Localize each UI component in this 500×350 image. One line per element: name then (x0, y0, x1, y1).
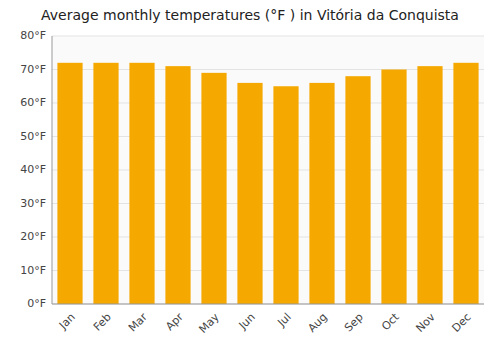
plot-background (52, 36, 484, 304)
chart-svg: 0°F 10°F 20°F 30°F 40°F 50°F 60°F 70°F 80°F Jan Fe… (0, 0, 500, 350)
x-tick-label: Mar (126, 310, 150, 334)
x-tick-label: Apr (163, 310, 186, 333)
x-tick-label: Jun (236, 311, 258, 333)
y-tick-label: 0°F (27, 297, 46, 310)
y-axis-line (52, 36, 53, 304)
x-tick-label: Nov (413, 310, 438, 335)
bar (345, 76, 370, 304)
bars (57, 63, 478, 304)
bar (165, 66, 190, 304)
x-tick-label: Jul (274, 311, 293, 330)
chart-title: Average monthly temperatures (°F ) in Vi… (41, 7, 459, 23)
y-tick-label: 80°F (20, 29, 46, 42)
y-tick-label: 40°F (20, 163, 46, 176)
y-tick-label: 60°F (20, 96, 46, 109)
x-tick-label: Aug (305, 311, 329, 335)
bar (201, 73, 226, 304)
bar (453, 63, 478, 304)
x-tick-label: Dec (450, 311, 474, 335)
x-tick-label: Sep (342, 311, 366, 335)
y-tick-label: 30°F (20, 197, 46, 210)
x-tick-label: Jan (56, 311, 78, 333)
y-tick-label: 70°F (20, 63, 46, 76)
bar (381, 70, 406, 305)
y-tick-label: 20°F (20, 230, 46, 243)
x-tick-label: Feb (91, 311, 114, 334)
bar (93, 63, 118, 304)
bar (309, 83, 334, 304)
x-tick-label: May (196, 310, 222, 336)
grid-line (52, 36, 484, 37)
bar (57, 63, 82, 304)
bar (417, 66, 442, 304)
y-tick-label: 10°F (20, 264, 46, 277)
y-tick-label: 50°F (20, 130, 46, 143)
x-axis-line (52, 304, 484, 305)
bar (237, 83, 262, 304)
chart-container: 0°F 10°F 20°F 30°F 40°F 50°F 60°F 70°F 80°F Jan Fe… (0, 0, 500, 350)
bar (129, 63, 154, 304)
bar (273, 86, 298, 304)
x-tick-label: Oct (379, 310, 402, 333)
grid-line (52, 304, 484, 305)
